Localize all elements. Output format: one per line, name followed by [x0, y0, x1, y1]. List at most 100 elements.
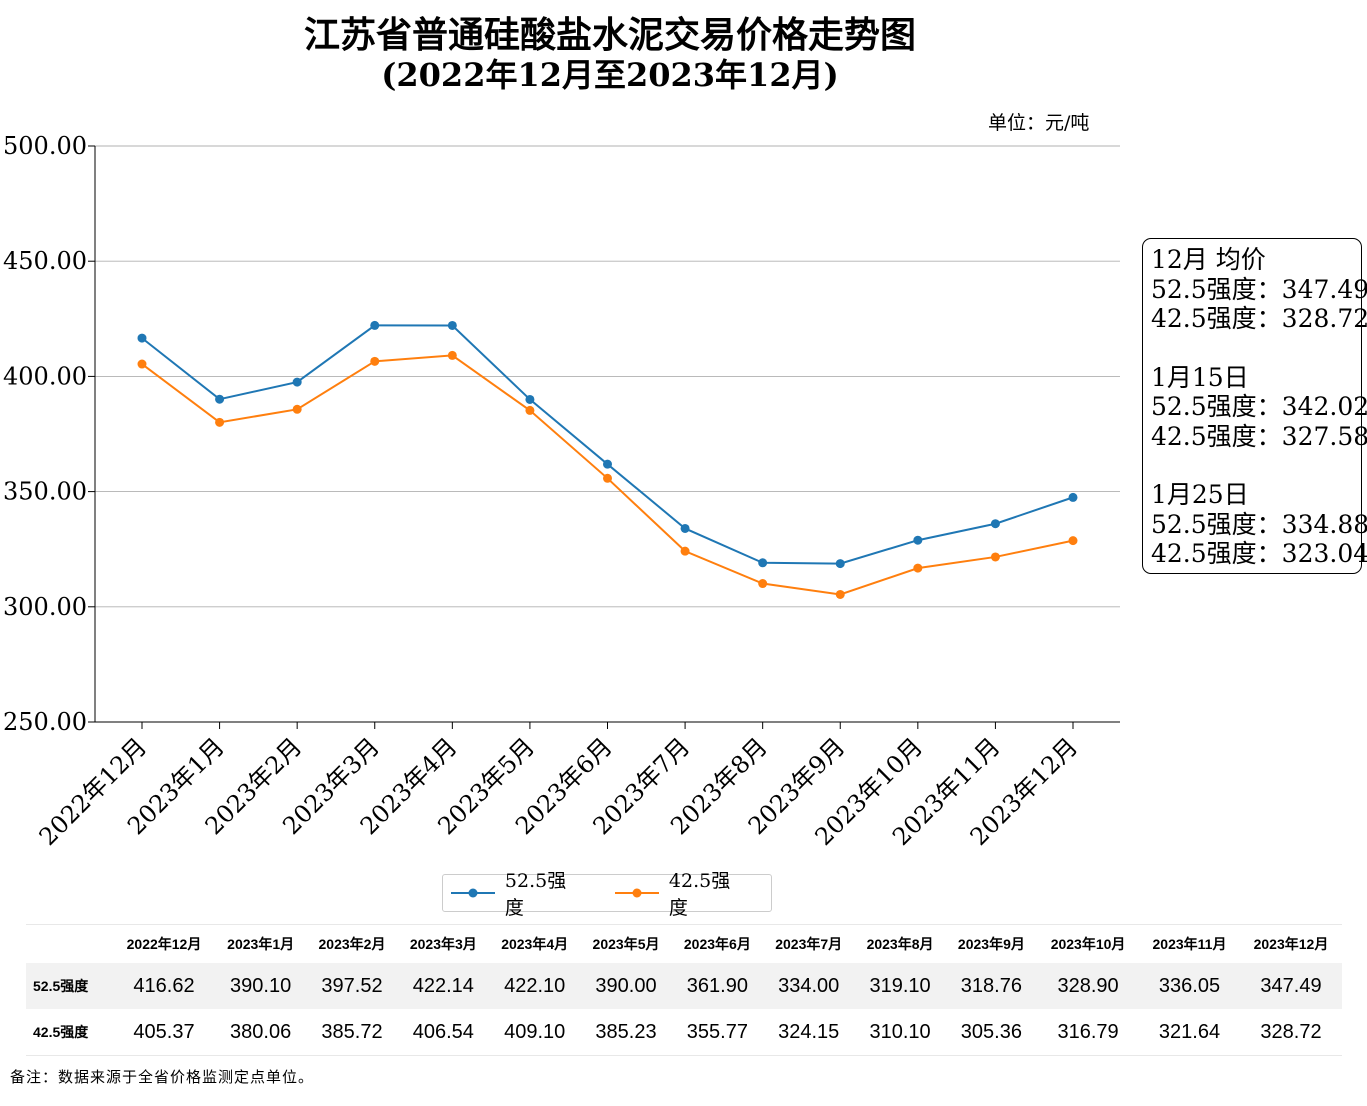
- table-column-header: 2023年4月: [489, 924, 581, 963]
- chart-subtitle: (2022年12月至2023年12月): [381, 56, 839, 94]
- legend: 52.5强度 42.5强度: [442, 870, 772, 919]
- note-heading: 1月15日: [1151, 362, 1249, 392]
- note-row: 52.5强度：342.02: [1151, 392, 1367, 421]
- data-point: [603, 473, 612, 483]
- table-cell: 390.10: [214, 963, 307, 1009]
- data-point: [758, 558, 768, 568]
- y-tick-label: 400.00: [3, 362, 87, 390]
- legend-label: 52.5强度: [504, 870, 567, 919]
- note-heading: 12月 均价: [1151, 245, 1266, 274]
- legend-item: 52.5强度: [451, 866, 585, 920]
- legend-item: 42.5强度: [615, 866, 749, 920]
- table-column-header: 2023年6月: [671, 924, 764, 963]
- unit-label: 单位：元/吨: [988, 112, 1090, 134]
- data-point: [215, 417, 225, 427]
- data-point: [1068, 492, 1078, 502]
- y-tick-label: 500.00: [3, 132, 87, 160]
- table-cell: 385.23: [580, 1009, 672, 1056]
- data-point: [525, 405, 535, 415]
- data-point: [680, 546, 690, 556]
- table-cell: 416.62: [113, 963, 215, 1009]
- table-column-header: 2023年11月: [1139, 924, 1240, 963]
- table-column-header: 2023年12月: [1239, 924, 1342, 963]
- y-tick-label: 350.00: [3, 478, 87, 506]
- footnote: 备注：数据来源于全省价格监测定点单位。: [10, 1068, 315, 1086]
- table-cell: 406.54: [397, 1009, 489, 1056]
- table-cell: 397.52: [306, 963, 398, 1009]
- note-row: 42.5强度：323.04: [1151, 539, 1367, 568]
- table-cell: 321.64: [1139, 1009, 1240, 1056]
- data-point: [292, 404, 302, 414]
- note-group: 1月15日 52.5强度：342.02 42.5强度：327.58: [1151, 362, 1367, 452]
- series-lines: [137, 320, 1078, 599]
- table-cell: 355.77: [671, 1009, 764, 1056]
- table-column-header: 2023年2月: [306, 924, 398, 963]
- data-point: [603, 459, 612, 469]
- note-group: 12月 均价 52.5强度：347.49 42.5强度：328.72: [1151, 245, 1367, 334]
- note-row: 42.5强度：327.58: [1151, 421, 1367, 451]
- note-row: 52.5强度：347.49: [1151, 274, 1367, 304]
- axes: [88, 145, 1120, 729]
- legend-marker: [632, 888, 642, 898]
- table-cell: 361.90: [671, 963, 764, 1009]
- series-line: [141, 324, 1074, 565]
- table-cell: 318.76: [945, 963, 1038, 1009]
- data-point: [835, 589, 845, 599]
- table-column-header: 2023年3月: [397, 924, 489, 963]
- table-row-header: 52.5强度: [26, 963, 113, 1009]
- legend-swatch: [615, 888, 659, 898]
- chart-title: 江苏省普通硅酸盐水泥交易价格走势图: [303, 14, 916, 56]
- table-cell: 380.06: [214, 1009, 307, 1056]
- data-point: [137, 333, 147, 343]
- legend-swatch: [451, 888, 495, 898]
- data-point: [913, 563, 923, 573]
- data-point: [758, 579, 768, 589]
- table-cell: 409.10: [489, 1009, 581, 1056]
- note-row: 42.5强度：328.72: [1151, 304, 1367, 333]
- table-header-row: 2022年12月 2023年1月 2023年2月 2023年3月 2023年4月 2023…: [26, 924, 1342, 963]
- note-group: 1月25日 52.5强度：334.88 42.5强度：323.04: [1151, 480, 1367, 569]
- table-cell: 422.10: [489, 963, 581, 1009]
- y-tick-labels: 250.00 300.00 350.00 400.00 450.00 500.00: [3, 132, 87, 736]
- y-tick-label: 450.00: [3, 247, 87, 275]
- table-column-header: 2023年7月: [763, 924, 855, 963]
- price-notes-box: 12月 均价 52.5强度：347.49 42.5强度：328.72 1月15日 52.…: [1142, 238, 1367, 574]
- table-column-header: 2023年10月: [1037, 924, 1140, 963]
- data-point: [447, 350, 457, 360]
- table-cell: 310.10: [854, 1009, 946, 1056]
- line-chart: 250.00 300.00 350.00 400.00 450.00 500.00 202…: [3, 132, 1120, 851]
- table-column-header: 2022年12月: [113, 924, 215, 963]
- y-tick-label: 300.00: [3, 593, 87, 621]
- legend-label: 42.5强度: [668, 870, 731, 919]
- data-point: [1068, 536, 1078, 546]
- table-column-header: 2023年9月: [945, 924, 1038, 963]
- table-column-header: 2023年5月: [580, 924, 672, 963]
- table-cell: 328.72: [1239, 1009, 1342, 1056]
- data-point: [215, 394, 225, 404]
- data-point: [680, 523, 690, 533]
- table-cell: 390.00: [580, 963, 672, 1009]
- table-cell: 422.14: [397, 963, 489, 1009]
- data-point: [370, 356, 380, 366]
- data-point: [990, 552, 1000, 562]
- table-row-header: 42.5强度: [26, 1009, 113, 1056]
- x-tick-labels: 2022年12月2023年1月2023年2月2023年3月2023年4月2023…: [34, 732, 1084, 851]
- table-cell: 319.10: [854, 963, 946, 1009]
- data-point: [913, 535, 923, 545]
- table-cell: 334.00: [763, 963, 855, 1009]
- table-cell: 385.72: [306, 1009, 398, 1056]
- table-row: 42.5强度 405.37 380.06 385.72 406.54 409.10 385.…: [26, 1009, 1342, 1056]
- table-row: 52.5强度 416.62 390.10 397.52 422.14 422.10 390.…: [26, 963, 1342, 1009]
- table-column-header: 2023年1月: [214, 924, 307, 963]
- data-point: [370, 320, 380, 330]
- data-point: [137, 359, 147, 369]
- legend-marker: [468, 888, 478, 898]
- table-corner: [26, 924, 113, 963]
- table-cell: 405.37: [113, 1009, 215, 1056]
- y-tick-label: 250.00: [3, 708, 87, 736]
- table-column-header: 2023年8月: [854, 924, 946, 963]
- data-point: [835, 559, 845, 569]
- table-cell: 305.36: [945, 1009, 1038, 1056]
- data-point: [990, 519, 1000, 529]
- table-cell: 316.79: [1037, 1009, 1140, 1056]
